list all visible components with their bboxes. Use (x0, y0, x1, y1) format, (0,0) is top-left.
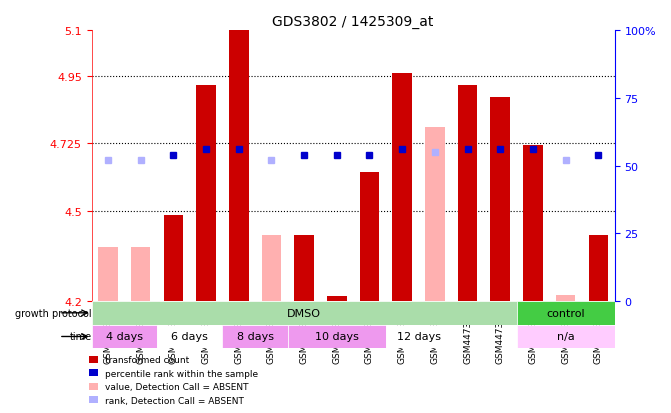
Bar (262, 235, 281, 301)
Bar (92, 325, 157, 349)
Text: 10 days: 10 days (315, 332, 359, 342)
Legend: transformed count, percentile rank within the sample, value, Detection Call = AB: transformed count, percentile rank withi… (85, 352, 262, 408)
Bar (288, 325, 386, 349)
Bar (556, 295, 576, 301)
Title: GDS3802 / 1425309_at: GDS3802 / 1425309_at (272, 15, 434, 29)
Bar (327, 297, 347, 301)
Bar (393, 74, 412, 301)
Text: 4 days: 4 days (106, 332, 143, 342)
Text: time: time (70, 332, 92, 342)
Bar (222, 325, 288, 349)
Bar (295, 235, 314, 301)
Bar (523, 145, 543, 301)
Bar (229, 31, 248, 301)
Bar (491, 97, 510, 301)
Text: 6 days: 6 days (171, 332, 208, 342)
Bar (458, 85, 477, 301)
Bar (517, 301, 615, 325)
Bar (386, 325, 451, 349)
Bar (196, 85, 216, 301)
Bar (588, 235, 608, 301)
Bar (98, 247, 118, 301)
Bar (131, 247, 150, 301)
Bar (92, 301, 517, 325)
Bar (164, 215, 183, 301)
Bar (157, 325, 222, 349)
Text: 8 days: 8 days (237, 332, 274, 342)
Text: DMSO: DMSO (287, 308, 321, 318)
Text: control: control (546, 308, 585, 318)
Text: 12 days: 12 days (397, 332, 441, 342)
Bar (517, 325, 615, 349)
Bar (425, 127, 445, 301)
Text: n/a: n/a (557, 332, 574, 342)
Bar (360, 172, 379, 301)
Text: growth protocol: growth protocol (15, 308, 92, 318)
